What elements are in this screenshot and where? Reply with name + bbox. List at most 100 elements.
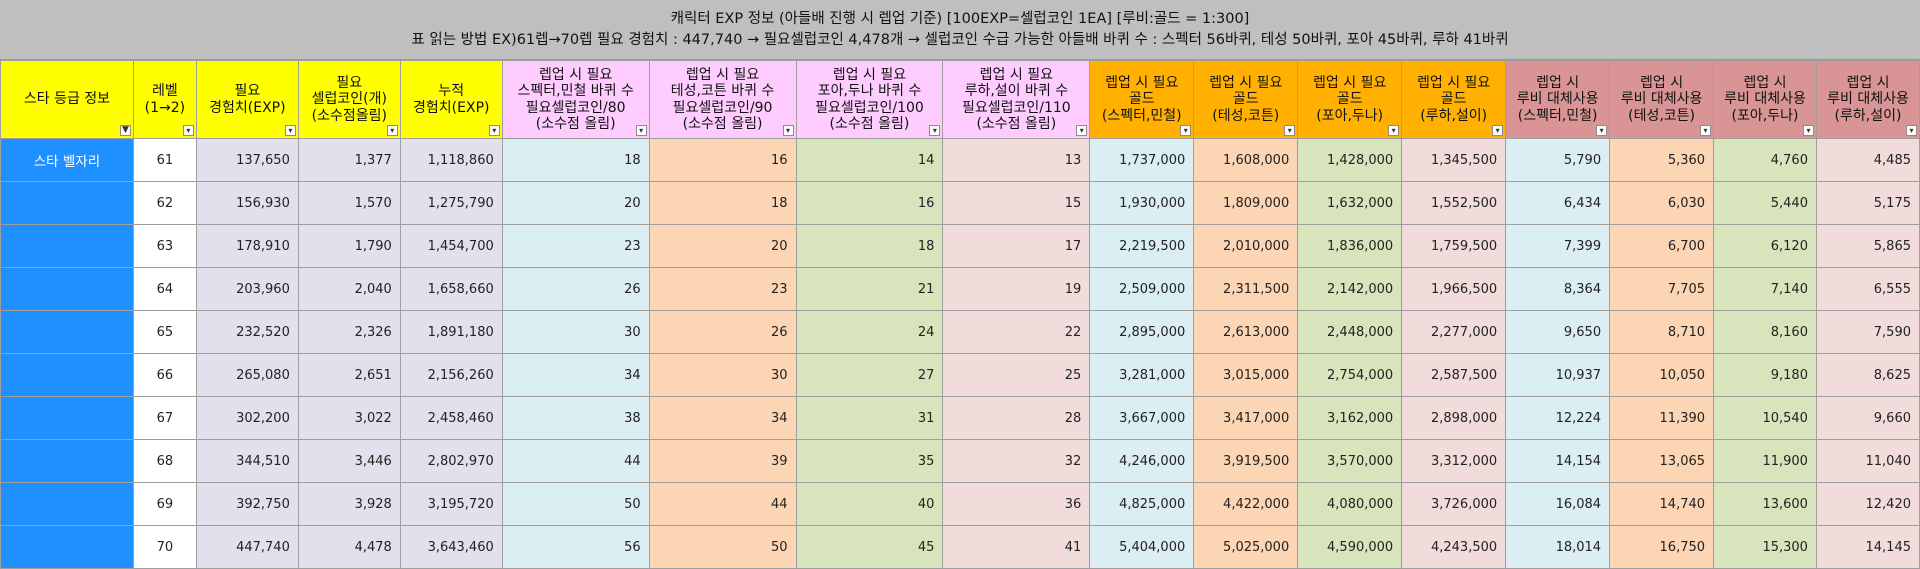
data-cell[interactable]: 21 (795, 267, 944, 311)
data-cell[interactable]: 16,084 (1505, 482, 1611, 526)
data-cell[interactable]: 203,960 (195, 267, 299, 311)
filter-dropdown-icon[interactable]: ▾ (284, 125, 296, 136)
filter-dropdown-icon[interactable]: ▾ (488, 125, 500, 136)
data-cell[interactable]: 32 (942, 439, 1091, 483)
data-cell[interactable]: 1,737,000 (1089, 138, 1195, 182)
data-cell[interactable]: 38 (501, 396, 650, 440)
data-cell[interactable]: 15,300 (1713, 525, 1817, 569)
data-cell[interactable]: 3,667,000 (1089, 396, 1195, 440)
data-cell[interactable]: 1,632,000 (1297, 181, 1403, 225)
data-cell[interactable]: 67 (132, 396, 197, 440)
data-cell[interactable]: 1,658,660 (399, 267, 503, 311)
star-grade-cell[interactable] (0, 181, 134, 225)
data-cell[interactable]: 14 (795, 138, 944, 182)
data-cell[interactable]: 9,650 (1505, 310, 1611, 354)
data-cell[interactable]: 7,590 (1815, 310, 1920, 354)
data-cell[interactable]: 7,705 (1609, 267, 1715, 311)
data-cell[interactable]: 4,243,500 (1401, 525, 1507, 569)
data-cell[interactable]: 63 (132, 224, 197, 268)
data-cell[interactable]: 61 (132, 138, 197, 182)
data-cell[interactable]: 6,030 (1609, 181, 1715, 225)
data-cell[interactable]: 4,485 (1815, 138, 1920, 182)
data-cell[interactable]: 41 (942, 525, 1091, 569)
data-cell[interactable]: 344,510 (195, 439, 299, 483)
data-cell[interactable]: 392,750 (195, 482, 299, 526)
data-cell[interactable]: 11,390 (1609, 396, 1715, 440)
data-cell[interactable]: 34 (501, 353, 650, 397)
data-cell[interactable]: 1,275,790 (399, 181, 503, 225)
star-grade-cell[interactable] (0, 267, 134, 311)
data-cell[interactable]: 3,919,500 (1193, 439, 1299, 483)
data-cell[interactable]: 2,040 (297, 267, 401, 311)
data-cell[interactable]: 2,010,000 (1193, 224, 1299, 268)
data-cell[interactable]: 447,740 (195, 525, 299, 569)
data-cell[interactable]: 31 (795, 396, 944, 440)
data-cell[interactable]: 13 (942, 138, 1091, 182)
data-cell[interactable]: 15 (942, 181, 1091, 225)
data-cell[interactable]: 156,930 (195, 181, 299, 225)
data-cell[interactable]: 16,750 (1609, 525, 1715, 569)
data-cell[interactable]: 3,022 (297, 396, 401, 440)
data-cell[interactable]: 7,140 (1713, 267, 1817, 311)
data-cell[interactable]: 302,200 (195, 396, 299, 440)
data-cell[interactable]: 70 (132, 525, 197, 569)
data-cell[interactable]: 19 (942, 267, 1091, 311)
data-cell[interactable]: 68 (132, 439, 197, 483)
data-cell[interactable]: 3,928 (297, 482, 401, 526)
data-cell[interactable]: 5,404,000 (1089, 525, 1195, 569)
data-cell[interactable]: 1,966,500 (1401, 267, 1507, 311)
data-cell[interactable]: 50 (648, 525, 797, 569)
data-cell[interactable]: 9,180 (1713, 353, 1817, 397)
data-cell[interactable]: 3,643,460 (399, 525, 503, 569)
data-cell[interactable]: 10,540 (1713, 396, 1817, 440)
data-cell[interactable]: 44 (648, 482, 797, 526)
data-cell[interactable]: 4,590,000 (1297, 525, 1403, 569)
data-cell[interactable]: 2,651 (297, 353, 401, 397)
data-cell[interactable]: 2,448,000 (1297, 310, 1403, 354)
filter-dropdown-icon[interactable]: ▾ (1492, 125, 1504, 136)
data-cell[interactable]: 4,246,000 (1089, 439, 1195, 483)
data-cell[interactable]: 4,080,000 (1297, 482, 1403, 526)
data-cell[interactable]: 62 (132, 181, 197, 225)
data-cell[interactable]: 18 (648, 181, 797, 225)
data-cell[interactable]: 10,050 (1609, 353, 1715, 397)
data-cell[interactable]: 18 (795, 224, 944, 268)
data-cell[interactable]: 13,600 (1713, 482, 1817, 526)
filter-dropdown-icon[interactable]: ▾ (386, 125, 398, 136)
star-grade-cell[interactable] (0, 224, 134, 268)
filter-dropdown-icon[interactable]: ▾ (1596, 125, 1608, 136)
data-cell[interactable]: 18,014 (1505, 525, 1611, 569)
data-cell[interactable]: 16 (795, 181, 944, 225)
data-cell[interactable]: 12,224 (1505, 396, 1611, 440)
data-cell[interactable]: 2,156,260 (399, 353, 503, 397)
data-cell[interactable]: 25 (942, 353, 1091, 397)
data-cell[interactable]: 1,454,700 (399, 224, 503, 268)
data-cell[interactable]: 4,825,000 (1089, 482, 1195, 526)
data-cell[interactable]: 2,142,000 (1297, 267, 1403, 311)
data-cell[interactable]: 13,065 (1609, 439, 1715, 483)
data-cell[interactable]: 16 (648, 138, 797, 182)
star-grade-cell[interactable] (0, 310, 134, 354)
data-cell[interactable]: 2,277,000 (1401, 310, 1507, 354)
data-cell[interactable]: 64 (132, 267, 197, 311)
data-cell[interactable]: 2,326 (297, 310, 401, 354)
data-cell[interactable]: 8,710 (1609, 310, 1715, 354)
data-cell[interactable]: 232,520 (195, 310, 299, 354)
star-grade-cell[interactable] (0, 525, 134, 569)
data-cell[interactable]: 1,891,180 (399, 310, 503, 354)
data-cell[interactable]: 40 (795, 482, 944, 526)
data-cell[interactable]: 36 (942, 482, 1091, 526)
data-cell[interactable]: 65 (132, 310, 197, 354)
data-cell[interactable]: 27 (795, 353, 944, 397)
data-cell[interactable]: 1,790 (297, 224, 401, 268)
data-cell[interactable]: 45 (795, 525, 944, 569)
data-cell[interactable]: 28 (942, 396, 1091, 440)
data-cell[interactable]: 39 (648, 439, 797, 483)
data-cell[interactable]: 20 (501, 181, 650, 225)
data-cell[interactable]: 137,650 (195, 138, 299, 182)
data-cell[interactable]: 2,898,000 (1401, 396, 1507, 440)
data-cell[interactable]: 5,175 (1815, 181, 1920, 225)
data-cell[interactable]: 1,377 (297, 138, 401, 182)
filter-dropdown-icon[interactable]: ▾ (182, 125, 194, 136)
filter-dropdown-icon[interactable]: ▾ (1076, 125, 1088, 136)
